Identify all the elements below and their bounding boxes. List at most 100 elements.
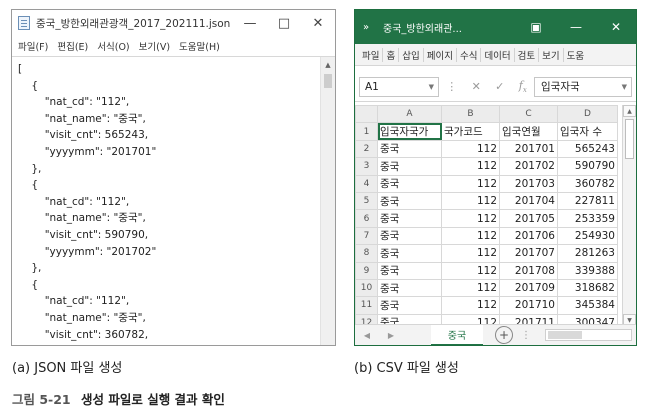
cell[interactable]: 중국 — [377, 244, 442, 263]
tab-data[interactable]: 데이터 — [481, 47, 515, 62]
row-header[interactable]: 8 — [355, 244, 378, 263]
tab-help[interactable]: 도움 — [566, 50, 585, 62]
cell[interactable]: 254930 — [557, 226, 618, 246]
close-icon[interactable]: ✕ — [312, 15, 324, 31]
cell[interactable]: 345384 — [557, 296, 618, 315]
chevron-down-icon[interactable]: ▼ — [621, 82, 627, 91]
scroll-up-arrow-icon[interactable]: ▲ — [623, 105, 636, 117]
cell[interactable]: 입국자국가 — [377, 122, 442, 141]
row-header[interactable]: 4 — [355, 174, 378, 193]
horizontal-scrollbar[interactable] — [545, 329, 632, 341]
cell[interactable]: 565243 — [557, 139, 618, 159]
formula-input[interactable]: 입국자국 ▼ — [534, 76, 632, 97]
tab-insert[interactable]: 삽입 — [399, 47, 424, 62]
column-header-c[interactable]: C — [499, 104, 558, 124]
tab-formulas[interactable]: 수식 — [457, 47, 482, 62]
insert-function-icon[interactable]: fx — [518, 78, 527, 95]
cell[interactable]: 112 — [441, 296, 500, 315]
cell[interactable]: 201709 — [499, 278, 558, 298]
maximize-icon[interactable]: □ — [277, 15, 291, 31]
notepad-vertical-scrollbar[interactable]: ▲ — [320, 57, 335, 345]
cancel-icon[interactable]: ✕ — [471, 80, 481, 93]
row-header[interactable]: 2 — [355, 139, 378, 159]
cell[interactable]: 201710 — [499, 296, 558, 315]
notepad-editor[interactable]: [ { "nat_cd": "112", "nat_name": "중국", "… — [12, 56, 335, 345]
cell[interactable]: 253359 — [557, 209, 618, 228]
column-header-d[interactable]: D — [557, 104, 618, 124]
minimize-icon[interactable]: — — [570, 20, 582, 34]
column-header-b[interactable]: B — [441, 104, 500, 124]
sheet-tab[interactable]: 중국 — [431, 324, 483, 345]
cell[interactable]: 112 — [441, 191, 500, 211]
chevron-right-icon[interactable]: ▶ — [387, 330, 395, 340]
cell[interactable]: 318682 — [557, 278, 618, 298]
tab-view[interactable]: 보기 — [539, 47, 564, 62]
cell[interactable]: 국가코드 — [441, 122, 500, 141]
minimize-icon[interactable]: — — [243, 15, 257, 31]
select-all-corner[interactable] — [355, 104, 378, 124]
cell[interactable]: 112 — [441, 244, 500, 263]
cell[interactable]: 112 — [441, 226, 500, 246]
cell[interactable]: 중국 — [377, 209, 442, 228]
more-options-icon[interactable]: ⋮ — [521, 329, 531, 341]
tab-file[interactable]: 파일 — [359, 47, 384, 62]
scroll-thumb[interactable] — [548, 331, 582, 339]
spreadsheet-grid[interactable]: A B C D 1 입국자국가 국가코드 입국연월 입국자 수 2 중국 112 201701 5… — [355, 104, 618, 333]
cell[interactable]: 중국 — [377, 278, 442, 298]
cell[interactable]: 112 — [441, 261, 500, 280]
chevron-down-icon[interactable]: ▼ — [428, 82, 434, 91]
row-header[interactable]: 6 — [355, 209, 378, 228]
chevron-left-icon[interactable]: ◀ — [363, 330, 371, 340]
cell[interactable]: 112 — [441, 278, 500, 298]
row-header[interactable]: 3 — [355, 157, 378, 176]
cell[interactable]: 201702 — [499, 157, 558, 176]
cell[interactable]: 201707 — [499, 244, 558, 263]
cell[interactable]: 201705 — [499, 209, 558, 228]
ribbon-display-icon[interactable]: ▣ — [530, 20, 542, 34]
menu-edit[interactable]: 편집(E) — [57, 42, 89, 53]
more-options-icon[interactable]: ⋮ — [446, 80, 458, 93]
cell[interactable]: 112 — [441, 157, 500, 176]
cell[interactable]: 중국 — [377, 226, 442, 246]
enter-icon[interactable]: ✓ — [495, 80, 505, 93]
cell[interactable]: 112 — [441, 139, 500, 159]
tab-page-layout[interactable]: 페이지 — [424, 47, 457, 62]
cell[interactable]: 590790 — [557, 157, 618, 176]
name-box[interactable]: A1 ▼ — [359, 76, 439, 97]
row-header[interactable]: 1 — [355, 122, 378, 141]
cell[interactable]: 입국연월 — [499, 122, 558, 141]
cell[interactable]: 360782 — [557, 174, 618, 193]
menu-file[interactable]: 파일(F) — [18, 42, 49, 53]
cell[interactable]: 중국 — [377, 174, 442, 193]
cell[interactable]: 201701 — [499, 139, 558, 159]
cell[interactable]: 112 — [441, 209, 500, 228]
cell[interactable]: 339388 — [557, 261, 618, 280]
tab-review[interactable]: 검토 — [515, 47, 540, 62]
cell[interactable]: 112 — [441, 174, 500, 193]
cell[interactable]: 입국자 수 — [557, 122, 618, 141]
row-header[interactable]: 9 — [355, 261, 378, 280]
excel-vertical-scrollbar[interactable]: ▲ ▼ — [622, 105, 636, 326]
scroll-thumb[interactable] — [625, 119, 634, 159]
row-header[interactable]: 7 — [355, 226, 378, 246]
quick-access-icon[interactable]: » — [362, 21, 370, 33]
cell[interactable]: 중국 — [377, 191, 442, 211]
row-header[interactable]: 10 — [355, 278, 378, 298]
cell[interactable]: 201704 — [499, 191, 558, 211]
row-header[interactable]: 5 — [355, 191, 378, 211]
column-header-a[interactable]: A — [377, 104, 442, 124]
cell[interactable]: 중국 — [377, 139, 442, 159]
menu-format[interactable]: 서식(O) — [97, 42, 130, 53]
cell[interactable]: 227811 — [557, 191, 618, 211]
scroll-up-arrow-icon[interactable]: ▲ — [325, 60, 331, 69]
close-icon[interactable]: ✕ — [610, 20, 622, 34]
tab-home[interactable]: 홈 — [383, 47, 400, 62]
cell[interactable]: 중국 — [377, 296, 442, 315]
json-content[interactable]: [ { "nat_cd": "112", "nat_name": "중국", "… — [18, 63, 157, 341]
cell[interactable]: 중국 — [377, 261, 442, 280]
scroll-thumb[interactable] — [324, 74, 332, 88]
menu-help[interactable]: 도움말(H) — [179, 42, 220, 53]
cell[interactable]: 중국 — [377, 157, 442, 176]
menu-view[interactable]: 보기(V) — [138, 42, 171, 53]
cell[interactable]: 201706 — [499, 226, 558, 246]
